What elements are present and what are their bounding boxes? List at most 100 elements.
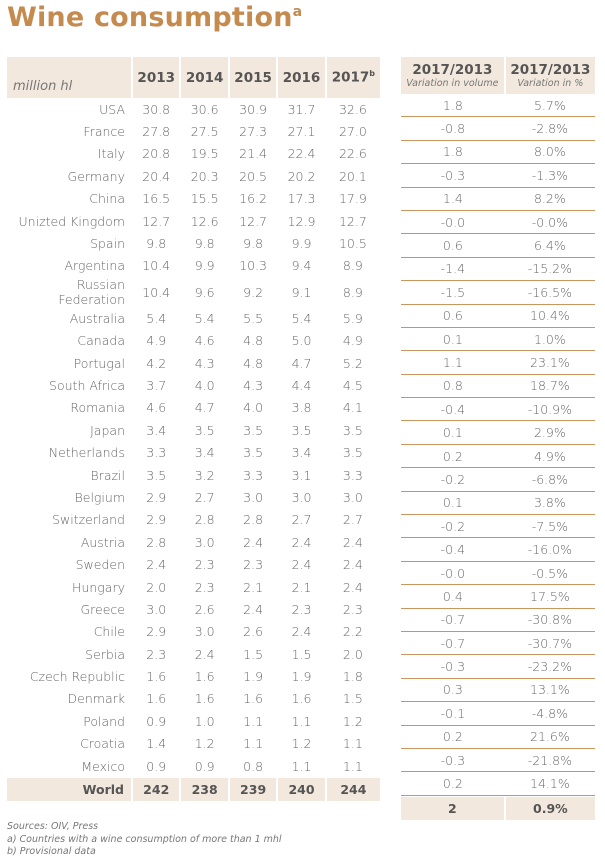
volume-variation-cell: 0.1 (401, 420, 505, 445)
country-cell: Russian Federation (58, 277, 125, 308)
value-cell: 1.1 (243, 736, 264, 752)
country-cell: Czech Republic (29, 669, 125, 685)
consumption-table: million hl 2013 2014 2015 2016 2017b USA… (7, 57, 380, 802)
table-row: Russian Federation 10.4 9.6 9.2 9.1 8.9 (7, 277, 380, 307)
table-row: -0.8 -2.8% (401, 116, 595, 141)
value-cell: 3.5 (342, 422, 363, 438)
value-cell: 20.2 (287, 168, 316, 184)
year-header: 2016 (277, 57, 327, 98)
country-cell: Unizted Kingdom (18, 213, 125, 229)
value-cell: 2.1 (291, 579, 312, 595)
value-cell: 4.3 (194, 355, 215, 371)
value-cell: 1.8 (342, 669, 363, 685)
volume-variation-cell: 0.2 (401, 444, 505, 469)
table-row: Denmark 1.6 1.6 1.6 1.6 1.5 (7, 688, 380, 710)
value-cell: 4.9 (146, 333, 167, 349)
value-cell: 16.2 (239, 191, 268, 207)
value-cell: 4.6 (146, 400, 167, 416)
value-cell: 238 (180, 778, 230, 802)
value-cell: 17.9 (338, 191, 367, 207)
value-cell: 1.1 (291, 758, 312, 774)
percent-variation-cell: 5.7% (504, 94, 595, 118)
country-cell: Brazil (90, 467, 126, 483)
percent-variation-cell: -16.5% (504, 280, 595, 305)
volume-variation-cell: 0.3 (401, 678, 505, 703)
value-cell: 5.0 (291, 333, 312, 349)
value-cell: 2.0 (342, 646, 363, 662)
value-cell: 27.8 (142, 124, 171, 140)
volume-variation-cell: -0.2 (401, 467, 505, 492)
table-row: Australia 5.4 5.4 5.5 5.4 5.9 (7, 307, 380, 329)
value-cell: 3.4 (146, 422, 167, 438)
header-row: 2017/2013 Variation in volume 2017/2013 Va… (401, 57, 595, 94)
value-cell: 9.1 (291, 284, 312, 300)
country-cell: World (7, 778, 133, 802)
table-row: 1.1 23.1% (401, 350, 595, 375)
percent-variation-cell: -2.8% (504, 116, 595, 141)
value-cell: 2.4 (342, 579, 363, 595)
value-cell: 0.8 (243, 758, 264, 774)
value-cell: 4.0 (194, 377, 215, 393)
country-cell: Portugal (73, 355, 125, 371)
value-cell: 2.7 (342, 512, 363, 528)
value-cell: 2.2 (342, 624, 363, 640)
value-cell: 10.4 (142, 284, 171, 300)
table-row: Germany 20.4 20.3 20.5 20.2 20.1 (7, 165, 380, 187)
value-cell: 5.9 (342, 310, 363, 326)
table-row: -0.3 -1.3% (401, 163, 595, 188)
value-cell: 3.5 (291, 422, 312, 438)
value-cell: 2.3 (194, 579, 215, 595)
value-cell: 2.7 (194, 489, 215, 505)
value-cell: 1.4 (146, 736, 167, 752)
table-row: Greece 3.0 2.6 2.4 2.3 2.3 (7, 598, 380, 620)
country-cell: Australia (69, 310, 125, 326)
value-cell: 3.3 (243, 467, 264, 483)
value-cell: 20.8 (142, 146, 171, 162)
table-row: -1.4 -15.2% (401, 257, 595, 282)
footnotes: Sources: OIV, Press a) Countries with a … (7, 821, 282, 859)
value-cell: 10.4 (142, 258, 171, 274)
volume-variation-cell: -0.0 (401, 561, 505, 586)
value-cell: 1.9 (243, 669, 264, 685)
percent-variation-cell: 18.7% (504, 374, 595, 399)
percent-variation-cell: 1.0% (504, 327, 595, 352)
country-cell: Italy (97, 146, 125, 162)
value-cell: 1.6 (243, 691, 264, 707)
value-cell: 2.6 (243, 624, 264, 640)
table-row: -0.7 -30.8% (401, 608, 595, 632)
table-row: -1.5 -16.5% (401, 280, 595, 305)
year-label: 2017 (331, 69, 370, 86)
header-row: million hl 2013 2014 2015 2016 2017b (7, 57, 380, 98)
value-cell: 2.4 (243, 534, 264, 550)
value-cell: 12.7 (142, 213, 171, 229)
world-row: 2 0.9% (401, 796, 595, 820)
country-cell: China (89, 191, 125, 207)
volume-variation-cell: -1.5 (401, 280, 505, 305)
value-cell: 5.2 (342, 355, 363, 371)
value-cell: 20.1 (338, 168, 367, 184)
value-cell: 4.0 (243, 400, 264, 416)
footnote-b: b) Provisional data (7, 846, 96, 857)
volume-variation-cell: -0.3 (401, 163, 505, 188)
source-note: Sources: OIV, Press (7, 821, 99, 832)
value-cell: 2.8 (243, 512, 264, 528)
value-cell: 2.4 (243, 601, 264, 617)
volume-variation-cell: 0.8 (401, 374, 505, 399)
footnote-marker: b (369, 69, 376, 79)
value-cell: 3.8 (291, 400, 312, 416)
country-cell: Romania (70, 400, 125, 416)
value-cell: 3.0 (194, 624, 215, 640)
table-row: Serbia 2.3 2.4 1.5 1.5 2.0 (7, 643, 380, 665)
volume-variation-cell: 0.4 (401, 584, 505, 609)
value-cell: 30.9 (239, 101, 268, 117)
value-cell: 2.3 (291, 601, 312, 617)
volume-variation-cell: -0.1 (401, 701, 505, 726)
volume-variation-cell: 1.1 (401, 350, 505, 375)
value-cell: 1.5 (243, 646, 264, 662)
value-cell: 22.6 (338, 146, 367, 162)
percent-variation-cell: 8.0% (504, 140, 595, 165)
country-cell: Argentina (64, 258, 125, 274)
country-cell: Spain (90, 236, 125, 252)
value-cell: 9.9 (291, 236, 312, 252)
value-cell: 2.1 (243, 579, 264, 595)
